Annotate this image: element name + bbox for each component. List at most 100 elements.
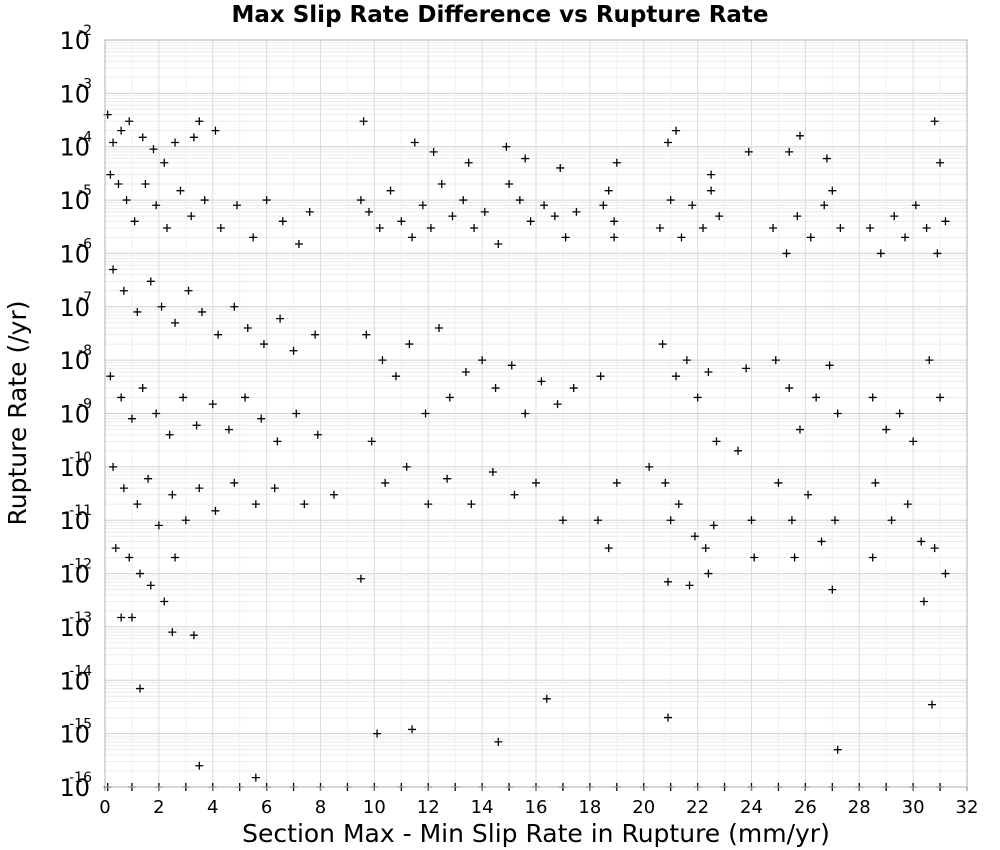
- data-point: [122, 196, 131, 205]
- data-point: [294, 240, 303, 249]
- data-points: [103, 110, 950, 791]
- data-point: [787, 516, 796, 525]
- data-point: [782, 249, 791, 258]
- data-point: [273, 437, 282, 446]
- data-point: [941, 217, 950, 226]
- data-point: [817, 537, 826, 546]
- data-point: [149, 145, 158, 154]
- data-point: [138, 133, 147, 142]
- data-point: [596, 372, 605, 381]
- data-point: [774, 478, 783, 487]
- data-point: [790, 553, 799, 562]
- data-point: [214, 330, 223, 339]
- data-point: [176, 186, 185, 195]
- data-point: [424, 500, 433, 509]
- data-point: [672, 372, 681, 381]
- data-point: [138, 384, 147, 393]
- x-tick-label: 26: [794, 797, 817, 818]
- data-point: [744, 147, 753, 156]
- data-point: [895, 409, 904, 418]
- data-point: [160, 597, 169, 606]
- data-point: [437, 180, 446, 189]
- data-point: [556, 163, 565, 172]
- data-point: [491, 384, 500, 393]
- data-point: [270, 484, 279, 493]
- data-point: [195, 761, 204, 770]
- data-point: [658, 340, 667, 349]
- y-tick-base: 10: [59, 507, 90, 535]
- data-point: [709, 521, 718, 530]
- x-tick-label: 32: [956, 797, 979, 818]
- data-point: [663, 713, 672, 722]
- x-tick-label: 0: [99, 797, 110, 818]
- y-tick-label: 10-5: [59, 183, 92, 215]
- data-point: [933, 249, 942, 258]
- y-tick-label: 10-6: [59, 236, 92, 268]
- data-point: [542, 694, 551, 703]
- data-point: [537, 377, 546, 386]
- data-point: [289, 346, 298, 355]
- y-tick-label: 10-7: [59, 290, 92, 322]
- data-point: [467, 500, 476, 509]
- data-point: [292, 409, 301, 418]
- data-point: [165, 430, 174, 439]
- data-point: [232, 201, 241, 210]
- data-point: [313, 430, 322, 439]
- data-point: [572, 207, 581, 216]
- x-axis-label: Section Max - Min Slip Rate in Rupture (…: [242, 819, 830, 848]
- data-point: [890, 212, 899, 221]
- data-point: [192, 421, 201, 430]
- data-point: [612, 478, 621, 487]
- y-tick-base: 10: [59, 347, 90, 375]
- data-point: [795, 425, 804, 434]
- data-point: [693, 393, 702, 402]
- data-point: [868, 393, 877, 402]
- data-point: [903, 500, 912, 509]
- y-tick-exponent: -15: [69, 717, 92, 733]
- data-point: [168, 628, 177, 637]
- y-tick-base: 10: [59, 774, 90, 802]
- data-point: [443, 474, 452, 483]
- y-tick-exponent: -10: [69, 450, 92, 466]
- data-point: [184, 286, 193, 295]
- data-point: [195, 484, 204, 493]
- data-point: [836, 223, 845, 232]
- data-point: [329, 490, 338, 499]
- y-tick-base: 10: [59, 561, 90, 589]
- y-tick-label: 10-12: [59, 557, 92, 589]
- data-point: [820, 201, 829, 210]
- data-point: [701, 544, 710, 553]
- data-point: [707, 186, 716, 195]
- y-tick-label: 10-4: [59, 130, 92, 162]
- data-point: [179, 393, 188, 402]
- data-point: [610, 217, 619, 226]
- data-point: [521, 409, 530, 418]
- data-point: [154, 521, 163, 530]
- data-point: [117, 613, 126, 622]
- data-point: [259, 340, 268, 349]
- y-tick-base: 10: [59, 454, 90, 482]
- y-tick-base: 10: [59, 614, 90, 642]
- data-point: [930, 117, 939, 126]
- data-point: [311, 330, 320, 339]
- data-point: [561, 233, 570, 242]
- data-point: [130, 217, 139, 226]
- data-point: [604, 186, 613, 195]
- data-point: [478, 356, 487, 365]
- data-point: [661, 478, 670, 487]
- data-point: [189, 631, 198, 640]
- data-point: [160, 158, 169, 167]
- y-tick-base: 10: [59, 721, 90, 749]
- data-point: [569, 384, 578, 393]
- data-point: [828, 186, 837, 195]
- data-point: [356, 196, 365, 205]
- data-point: [117, 393, 126, 402]
- data-point: [251, 500, 260, 509]
- data-point: [276, 314, 285, 323]
- data-point: [111, 544, 120, 553]
- data-point: [157, 302, 166, 311]
- x-tick-label: 4: [207, 797, 218, 818]
- data-point: [470, 223, 479, 232]
- data-point: [715, 212, 724, 221]
- data-point: [690, 532, 699, 541]
